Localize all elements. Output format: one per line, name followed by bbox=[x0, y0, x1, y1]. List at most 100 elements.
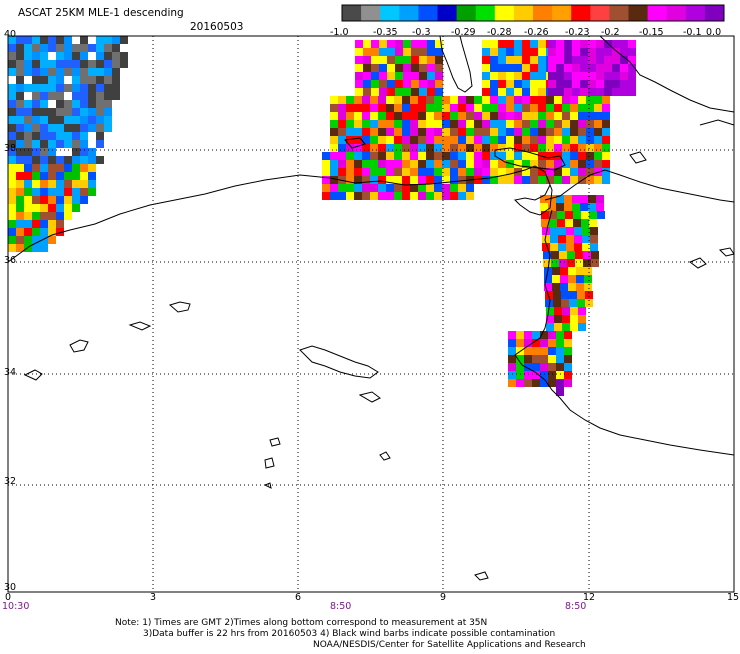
data-cell bbox=[558, 243, 566, 251]
data-cell bbox=[80, 164, 88, 172]
data-cell bbox=[363, 88, 371, 96]
data-cell bbox=[370, 168, 378, 176]
data-cell bbox=[578, 307, 586, 315]
data-cell bbox=[450, 176, 458, 184]
data-cell bbox=[540, 355, 548, 363]
data-cell bbox=[572, 203, 580, 211]
data-cell bbox=[620, 72, 628, 80]
data-cell bbox=[562, 160, 570, 168]
data-cell bbox=[8, 228, 16, 236]
data-cell bbox=[378, 176, 386, 184]
data-cell bbox=[354, 128, 362, 136]
data-cell bbox=[96, 44, 104, 52]
data-cell bbox=[450, 136, 458, 144]
data-cell bbox=[532, 347, 540, 355]
data-cell bbox=[546, 96, 554, 104]
data-cell bbox=[64, 188, 72, 196]
time-labels: 10:30 8:50 8:50 bbox=[2, 601, 586, 612]
data-cell bbox=[355, 48, 363, 56]
data-cell bbox=[80, 36, 88, 44]
data-cell bbox=[16, 36, 24, 44]
data-cell bbox=[96, 52, 104, 60]
data-cell bbox=[322, 192, 330, 200]
data-cell bbox=[586, 152, 594, 160]
data-cell bbox=[330, 128, 338, 136]
data-cell bbox=[362, 168, 370, 176]
data-cell bbox=[596, 40, 604, 48]
data-cell bbox=[80, 100, 88, 108]
data-cell bbox=[458, 128, 466, 136]
data-cell bbox=[370, 176, 378, 184]
data-cell bbox=[546, 104, 554, 112]
data-cell bbox=[442, 168, 450, 176]
data-cell bbox=[575, 251, 583, 259]
data-cell bbox=[498, 120, 506, 128]
data-cell bbox=[394, 144, 402, 152]
data-cell bbox=[490, 104, 498, 112]
data-cell bbox=[346, 176, 354, 184]
data-cell bbox=[386, 176, 394, 184]
data-cell bbox=[32, 132, 40, 140]
data-cell bbox=[354, 104, 362, 112]
data-cell bbox=[434, 192, 442, 200]
data-cell bbox=[48, 36, 56, 44]
data-cell bbox=[80, 52, 88, 60]
data-cell bbox=[419, 80, 427, 88]
data-cell bbox=[72, 140, 80, 148]
data-cell bbox=[506, 120, 514, 128]
data-cell bbox=[402, 176, 410, 184]
data-cell bbox=[56, 116, 64, 124]
data-cell bbox=[386, 152, 394, 160]
data-cell bbox=[434, 160, 442, 168]
data-cell bbox=[602, 96, 610, 104]
data-cell bbox=[620, 64, 628, 72]
data-cell bbox=[564, 40, 572, 48]
data-cell bbox=[474, 120, 482, 128]
data-cell bbox=[466, 144, 474, 152]
data-cell bbox=[426, 136, 434, 144]
data-cell bbox=[379, 40, 387, 48]
data-cell bbox=[538, 120, 546, 128]
data-cell bbox=[578, 315, 586, 323]
data-cell bbox=[564, 331, 572, 339]
data-cell bbox=[490, 88, 498, 96]
data-cell bbox=[538, 56, 546, 64]
data-cell bbox=[96, 132, 104, 140]
data-cell bbox=[450, 152, 458, 160]
data-cell bbox=[96, 156, 104, 164]
data-cell bbox=[562, 323, 570, 331]
data-cell bbox=[434, 112, 442, 120]
data-cell bbox=[498, 56, 506, 64]
data-cell bbox=[410, 192, 418, 200]
data-cell bbox=[8, 164, 16, 172]
data-cell bbox=[602, 160, 610, 168]
data-cell bbox=[56, 164, 64, 172]
data-cell bbox=[362, 128, 370, 136]
data-cell bbox=[346, 128, 354, 136]
data-cell bbox=[32, 180, 40, 188]
time-label-west: 10:30 bbox=[2, 601, 29, 612]
data-cell bbox=[354, 168, 362, 176]
data-cell bbox=[604, 72, 612, 80]
data-cell bbox=[322, 184, 330, 192]
data-cell bbox=[48, 188, 56, 196]
data-cell bbox=[585, 299, 593, 307]
data-cell bbox=[80, 180, 88, 188]
data-cell bbox=[48, 228, 56, 236]
data-cell bbox=[474, 96, 482, 104]
data-cell bbox=[498, 72, 506, 80]
data-cell bbox=[482, 168, 490, 176]
data-cell bbox=[612, 64, 620, 72]
data-cell bbox=[434, 136, 442, 144]
data-cell bbox=[370, 112, 378, 120]
data-cell bbox=[546, 168, 554, 176]
data-cell bbox=[586, 136, 594, 144]
data-cell bbox=[560, 275, 568, 283]
data-cell bbox=[578, 112, 586, 120]
lat-label-30: 30 bbox=[4, 582, 16, 593]
data-cell bbox=[490, 48, 498, 56]
data-cell bbox=[604, 80, 612, 88]
data-cell bbox=[490, 40, 498, 48]
data-cell bbox=[402, 120, 410, 128]
data-cell bbox=[40, 180, 48, 188]
